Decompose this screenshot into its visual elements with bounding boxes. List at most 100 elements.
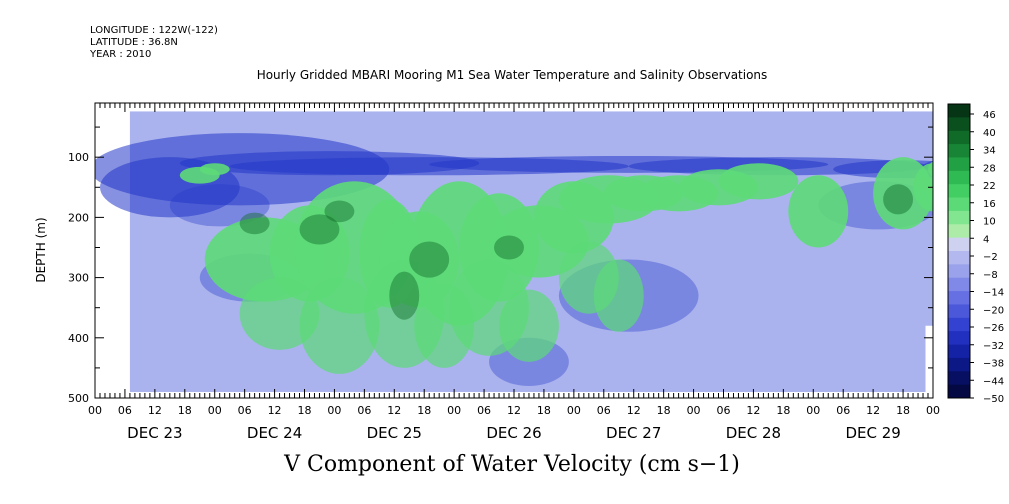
- heatmap-blob: [324, 200, 355, 223]
- heatmap-blob: [494, 235, 524, 260]
- colorbar-swatch: [948, 357, 970, 372]
- heatmap-blob: [199, 163, 230, 176]
- colorbar-swatch: [948, 384, 970, 399]
- colorbar-swatch: [948, 317, 970, 332]
- x-axis: 00 06 12 18 00 06 12 18 00 06 12 18 00 06 12 18 00 06 12 18…: [88, 103, 940, 442]
- colorbar-swatch: [948, 277, 970, 292]
- x-tick-label: 12: [627, 404, 641, 417]
- colorbar-legend: 46 40 34 28 22 16 10 4 −2 −8 −14 −20 −26 −32 −38 −44 −50: [947, 103, 1004, 405]
- x-tick-label: 00: [687, 404, 701, 417]
- heatmap-blob: [593, 259, 644, 332]
- colorbar-label: −50: [983, 394, 1004, 405]
- colorbar-label: −8: [983, 270, 998, 281]
- x-tick-label: 06: [836, 404, 850, 417]
- colorbar-swatch: [948, 304, 970, 319]
- x-tick-label: 12: [387, 404, 401, 417]
- heatmap-blob: [718, 163, 799, 200]
- x-tick-label: 00: [447, 404, 461, 417]
- heatmap-blob: [499, 289, 559, 362]
- x-tick-label: 12: [507, 404, 521, 417]
- heatmap-blob: [883, 184, 914, 215]
- colorbar-swatch: [948, 144, 970, 158]
- missing-data-gap: [925, 325, 933, 392]
- x-tick-label: 18: [657, 404, 671, 417]
- heatmap-blob: [299, 214, 340, 245]
- heatmap-blob: [299, 277, 380, 374]
- x-day-label: DEC 27: [606, 424, 661, 442]
- x-tick-label: 06: [238, 404, 252, 417]
- colorbar-label: 16: [983, 199, 996, 210]
- colorbar-swatch: [948, 291, 970, 305]
- x-tick-label: 06: [357, 404, 371, 417]
- colorbar-label: −38: [983, 359, 1004, 370]
- colorbar-swatch: [948, 197, 970, 212]
- colorbar-swatch: [948, 130, 970, 145]
- x-day-label: DEC 25: [367, 424, 422, 442]
- colorbar-swatch: [948, 371, 970, 386]
- x-tick-label: 18: [776, 404, 790, 417]
- colorbar-label: 40: [983, 128, 996, 139]
- x-tick-label: 00: [88, 404, 102, 417]
- x-tick-label: 06: [597, 404, 611, 417]
- colorbar-label: 10: [983, 217, 996, 228]
- colorbar-label: −2: [983, 252, 998, 263]
- colorbar-label: −26: [983, 323, 1004, 334]
- x-tick-label: 06: [477, 404, 491, 417]
- colorbar-swatch: [948, 344, 970, 359]
- year-label: YEAR : 2010: [90, 49, 152, 60]
- colorbar-frame: [947, 103, 971, 399]
- x-tick-label: 00: [208, 404, 222, 417]
- x-tick-label: 00: [567, 404, 581, 417]
- heatmap-blob: [409, 241, 450, 278]
- longitude-label: LONGITUDE : 122W(-122): [90, 25, 218, 36]
- latitude-label: LATITUDE : 36.8N: [90, 37, 178, 48]
- colorbar-label: −14: [983, 288, 1004, 299]
- heatmap-blob: [928, 161, 933, 178]
- x-tick-label: 12: [148, 404, 162, 417]
- colorbar-swatch: [948, 184, 970, 199]
- y-tick-label: 500: [68, 392, 89, 405]
- colorbar-swatch: [948, 264, 970, 279]
- heatmap-blob: [788, 175, 849, 248]
- colorbar-swatch: [948, 157, 970, 172]
- colorbar-label: −44: [983, 376, 1004, 387]
- colorbar-label: 34: [983, 146, 996, 157]
- heatmap-field: [95, 111, 933, 392]
- heatmap-blob: [239, 212, 270, 235]
- y-axis: 100 200 300 400 500: [68, 126, 933, 405]
- x-day-label: DEC 29: [845, 424, 900, 442]
- variable-title: V Component of Water Velocity (cm s−1): [284, 452, 740, 477]
- x-tick-label: 12: [866, 404, 880, 417]
- x-tick-label: 00: [327, 404, 341, 417]
- colorbar-swatch: [948, 331, 970, 346]
- x-tick-label: 12: [268, 404, 282, 417]
- y-tick-label: 200: [68, 211, 89, 224]
- heatmap-blob: [389, 271, 420, 320]
- heatmap-blob: [913, 163, 933, 212]
- x-tick-label: 06: [118, 404, 132, 417]
- colorbar-swatch: [948, 117, 970, 132]
- colorbar-label: −20: [983, 305, 1004, 316]
- y-axis-label: DEPTH (m): [34, 217, 48, 282]
- heatmap-blob: [239, 277, 320, 350]
- x-tick-label: 00: [806, 404, 820, 417]
- x-tick-label: 18: [417, 404, 431, 417]
- colorbar-swatch: [948, 224, 970, 239]
- x-tick-label: 00: [926, 404, 940, 417]
- colorbar-swatch: [948, 210, 970, 225]
- y-tick-label: 300: [68, 272, 89, 285]
- y-tick-label: 400: [68, 332, 89, 345]
- chart-title: Hourly Gridded MBARI Mooring M1 Sea Wate…: [256, 68, 768, 82]
- colorbar-label: 22: [983, 181, 996, 192]
- colorbar-swatch: [948, 251, 970, 265]
- colorbar-label: −32: [983, 341, 1004, 352]
- y-tick-label: 100: [68, 151, 89, 164]
- colorbar-label: 28: [983, 163, 996, 174]
- x-tick-label: 12: [746, 404, 760, 417]
- colorbar-swatch: [948, 237, 970, 252]
- colorbar-swatch: [948, 170, 970, 185]
- heatmap-blob: [169, 184, 270, 227]
- x-day-label: DEC 28: [726, 424, 781, 442]
- x-tick-label: 18: [896, 404, 910, 417]
